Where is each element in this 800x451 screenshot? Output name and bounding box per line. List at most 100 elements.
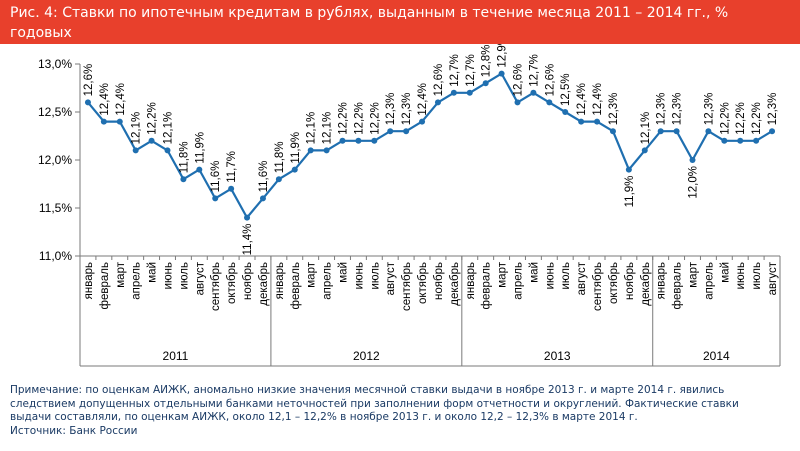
data-point [657, 128, 664, 135]
data-label: 12,1% [163, 112, 175, 145]
data-label: 12,3% [385, 93, 397, 126]
data-label: 11,8% [274, 141, 286, 173]
x-tick-label: январь [274, 262, 286, 299]
x-tick-label: март [306, 261, 318, 287]
data-point [403, 128, 410, 135]
data-label: 12,3% [767, 93, 779, 126]
x-tick-label: март [497, 261, 509, 287]
x-tick-label: апрель [513, 262, 525, 300]
data-point [689, 157, 696, 163]
x-tick-label: апрель [131, 262, 143, 300]
data-point [371, 137, 378, 144]
data-label: 12,4% [592, 83, 604, 116]
data-point [530, 89, 537, 96]
data-label: 12,2% [735, 102, 747, 135]
note-line-1: Примечание: по оценкам АИЖК, аномально н… [10, 384, 725, 396]
y-tick-label: 12,0% [38, 153, 72, 167]
data-label: 12,3% [703, 93, 715, 126]
data-label: 12,6% [544, 64, 556, 97]
data-label: 12,3% [608, 93, 620, 126]
x-tick-label: октябрь [417, 262, 429, 304]
data-point [705, 128, 712, 135]
note-line-3: выдачи составляли, по оценкам АИЖК, окол… [10, 411, 638, 423]
series-line [87, 72, 773, 219]
data-point [498, 70, 505, 77]
data-label: 11,7% [226, 151, 238, 183]
data-point [244, 214, 251, 221]
data-label: 12,6% [83, 64, 95, 97]
data-label: 11,9% [624, 176, 636, 208]
data-point [212, 195, 219, 202]
y-axis: 11,0% 11,5% 12,0% 12,5% 13,0% [38, 57, 81, 263]
x-tick-label: май [147, 262, 159, 283]
x-tick-label: август [385, 261, 397, 295]
x-tick-label: март [115, 261, 127, 287]
data-label: 12,4% [417, 83, 429, 116]
data-label: 11,6% [258, 161, 270, 193]
x-tick-label: март [688, 261, 700, 287]
data-point [434, 99, 441, 106]
x-tick-label: апрель [322, 262, 334, 300]
x-tick-label: декабрь [640, 262, 652, 306]
x-tick-label: ноябрь [242, 262, 254, 300]
data-point [753, 137, 760, 144]
data-point [546, 99, 553, 106]
x-tick-label: июнь [735, 262, 747, 289]
data-label: 12,2% [147, 102, 159, 135]
data-label: 12,2% [751, 102, 763, 135]
data-point [450, 89, 457, 96]
year-label: 2012 [353, 349, 380, 363]
data-label: 12,1% [322, 112, 334, 145]
x-tick-label: декабрь [258, 262, 270, 306]
y-tick-label: 11,0% [39, 249, 72, 263]
data-point [466, 89, 473, 96]
data-label: 12,3% [656, 93, 668, 126]
x-tick-label: август [576, 261, 588, 295]
x-tick-label: февраль [481, 262, 493, 309]
x-tick-label: февраль [672, 262, 684, 309]
x-tick-label: май [338, 262, 350, 283]
data-point [228, 185, 235, 192]
x-tick-label: ноябрь [433, 262, 445, 300]
x-tick-label: май [719, 262, 731, 283]
x-tick-label: август [767, 261, 779, 295]
data-point [339, 137, 346, 144]
data-point [100, 118, 107, 125]
data-label: 12,6% [513, 64, 525, 97]
data-label: 11,9% [194, 132, 206, 164]
data-label: 12,6% [433, 64, 445, 97]
y-tick-label: 11,5% [39, 201, 72, 215]
x-tick-label: июнь [544, 262, 556, 289]
year-label: 2014 [703, 349, 730, 363]
data-point [132, 147, 139, 154]
data-point [275, 176, 282, 183]
data-label: 12,7% [528, 54, 540, 87]
data-point [769, 128, 776, 135]
x-tick-label: июнь [163, 262, 175, 289]
data-point [514, 99, 521, 106]
data-point [116, 118, 123, 125]
data-label: 12,3% [401, 93, 413, 126]
data-label: 12,7% [449, 54, 461, 87]
data-point [721, 137, 728, 144]
x-tick-label: июль [560, 262, 572, 290]
data-point [594, 118, 601, 125]
x-tick-label: январь [656, 262, 668, 299]
x-tick-label: октябрь [226, 262, 238, 304]
x-tick-label: январь [465, 262, 477, 299]
data-point [148, 137, 155, 144]
data-label: 12,3% [672, 93, 684, 126]
x-tick-label: июнь [353, 262, 365, 289]
data-point [196, 166, 203, 173]
data-label: 12,1% [640, 112, 652, 145]
x-tick-label: февраль [99, 262, 111, 309]
x-tick-label: май [528, 262, 540, 283]
data-label: 12,7% [465, 54, 477, 87]
data-point [323, 147, 330, 154]
data-label: 12,5% [560, 73, 572, 106]
data-point [578, 118, 585, 125]
chart-title: Рис. 4: Ставки по ипотечным кредитам в р… [10, 5, 729, 41]
x-tick-label: сентябрь [401, 262, 413, 311]
data-label: 12,1% [306, 112, 318, 145]
x-tick-label: декабрь [449, 262, 461, 306]
